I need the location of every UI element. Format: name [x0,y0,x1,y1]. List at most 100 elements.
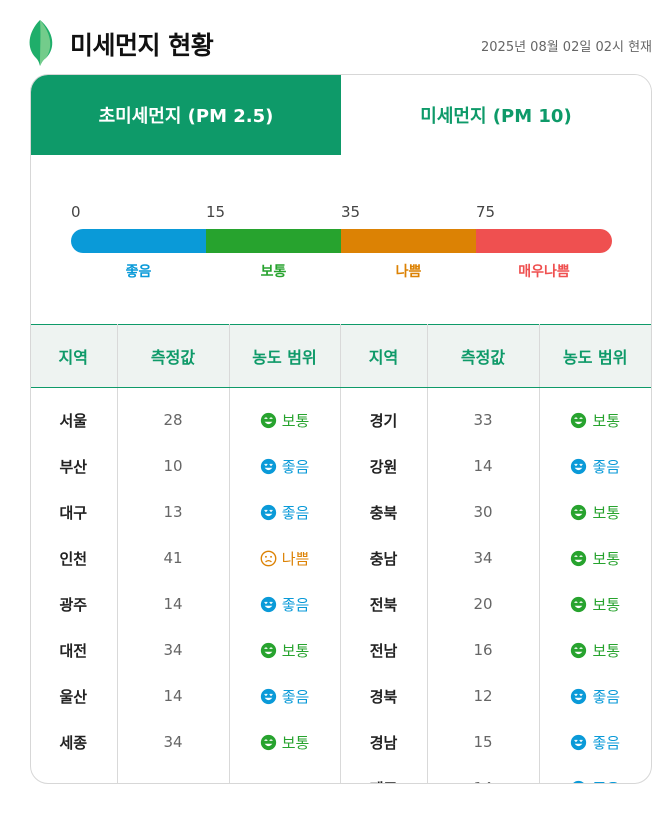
region-name-right: 강원 [340,443,428,489]
status-cell-left: 좋음 [229,489,341,535]
table-row: 대구 13 좋음 충북 30 보통 [31,489,651,535]
scale-tick-35: 35 [341,203,361,221]
love-face-icon [571,688,587,704]
measured-value-right: 12 [427,673,540,719]
region-name-left [31,765,118,783]
status-cell-right: 보통 [539,535,651,581]
page-header: 미세먼지 현황 2025년 08월 02일 02시 현재 [0,0,664,74]
region-name-left: 울산 [31,673,118,719]
measured-value-left: 14 [117,673,230,719]
measured-value-left: 13 [117,489,230,535]
status-label: 좋음 [281,503,310,522]
status-cell-left: 보통 [229,627,341,673]
tab-pm25[interactable]: 초미세먼지 (PM 2.5) [31,75,341,155]
status-cell-right: 좋음 [539,673,651,719]
measured-value-right: 16 [427,627,540,673]
table-row: 제주14 좋음 [31,765,651,784]
status-cell-right: 좋음 [539,765,651,784]
measured-value-right: 20 [427,581,540,627]
table-row: 인천 41 나쁨 충남 34 보통 [31,535,651,581]
header-value-left: 측정값 [117,324,230,388]
happy-face-icon [571,504,587,520]
header-value-right: 측정값 [427,324,540,388]
love-face-icon [260,458,276,474]
status-cell-left: 좋음 [229,673,341,719]
measured-value-left: 41 [117,535,230,581]
measured-value-left: 34 [117,627,230,673]
level-label-good: 좋음 [125,264,152,280]
measured-value-right: 15 [427,719,540,765]
happy-face-icon [260,642,276,658]
love-face-icon [260,688,276,704]
region-name-left: 대전 [31,627,118,673]
table-row: 울산 14 좋음 경북 12 좋음 [31,673,651,719]
region-name-left: 광주 [31,581,118,627]
region-name-right: 전남 [340,627,428,673]
status-label: 좋음 [592,457,621,476]
leaf-logo-icon [29,20,53,66]
status-cell-left: 좋음 [229,581,341,627]
happy-face-icon [571,642,587,658]
level-label-bad: 나쁨 [395,264,422,280]
status-label: 보통 [281,411,310,430]
status-cell-left: 보통 [229,719,341,765]
level-bar [71,229,612,253]
table-header-row: 지역 측정값 농도 범위 지역 측정값 농도 범위 [31,324,651,388]
measured-value-right: 33 [427,387,540,443]
measured-value-left: 14 [117,581,230,627]
love-face-icon [260,504,276,520]
status-label: 보통 [281,733,310,752]
region-name-right: 경기 [340,387,428,443]
table-row: 세종 34 보통 경남 15 좋음 [31,719,651,765]
status-label: 좋음 [592,733,621,752]
sad-face-icon [260,550,277,566]
happy-face-icon [260,412,276,428]
status-label: 좋음 [592,687,621,706]
status-label: 보통 [592,503,621,522]
region-name-right: 경북 [340,673,428,719]
happy-face-icon [571,596,587,612]
header-region-right: 지역 [340,324,428,388]
love-face-icon [571,734,587,750]
level-label-very-bad: 매우나쁨 [518,264,570,280]
header-range-left: 농도 범위 [229,324,341,388]
region-name-right: 경남 [340,719,428,765]
happy-face-icon [571,550,587,566]
header-range-right: 농도 범위 [539,324,651,388]
header-region-left: 지역 [31,324,118,388]
status-label: 좋음 [281,595,310,614]
region-name-left: 인천 [31,535,118,581]
status-label: 보통 [592,411,621,430]
region-name-left: 대구 [31,489,118,535]
status-label: 좋음 [592,780,620,784]
love-face-icon [573,780,585,783]
level-bar-bad [341,229,476,253]
measured-value-left: 10 [117,443,230,489]
happy-face-icon [260,734,276,750]
status-cell-right: 좋음 [539,719,651,765]
measured-value-right: 34 [427,535,540,581]
measured-value-left [117,765,230,783]
status-label: 좋음 [281,457,310,476]
love-face-icon [260,596,276,612]
status-cell-left: 나쁨 [229,535,341,581]
level-bar-normal [206,229,341,253]
tab-pm10[interactable]: 미세먼지 (PM 10) [341,75,651,155]
level-bar-good [71,229,206,253]
measured-value-left: 28 [117,387,230,443]
table-row: 대전 34 보통 전남 16 보통 [31,627,651,673]
measured-value-right: 30 [427,489,540,535]
region-name-right: 충남 [340,535,428,581]
status-cell-right: 보통 [539,627,651,673]
page-title: 미세먼지 현황 [70,31,214,60]
status-cell-right: 보통 [539,489,651,535]
region-name-left: 세종 [31,719,118,765]
status-label: 나쁨 [281,549,310,568]
dust-card: 초미세먼지 (PM 2.5) 미세먼지 (PM 10) 0 15 35 75 좋… [30,74,652,784]
level-label-normal: 보통 [260,264,287,280]
measured-value-right: 14 [427,765,540,783]
region-name-right: 전북 [340,581,428,627]
scale-tick-0: 0 [71,203,81,221]
table-row: 광주 14 좋음 전북 20 보통 [31,581,651,627]
status-cell-left: 보통 [229,387,341,443]
